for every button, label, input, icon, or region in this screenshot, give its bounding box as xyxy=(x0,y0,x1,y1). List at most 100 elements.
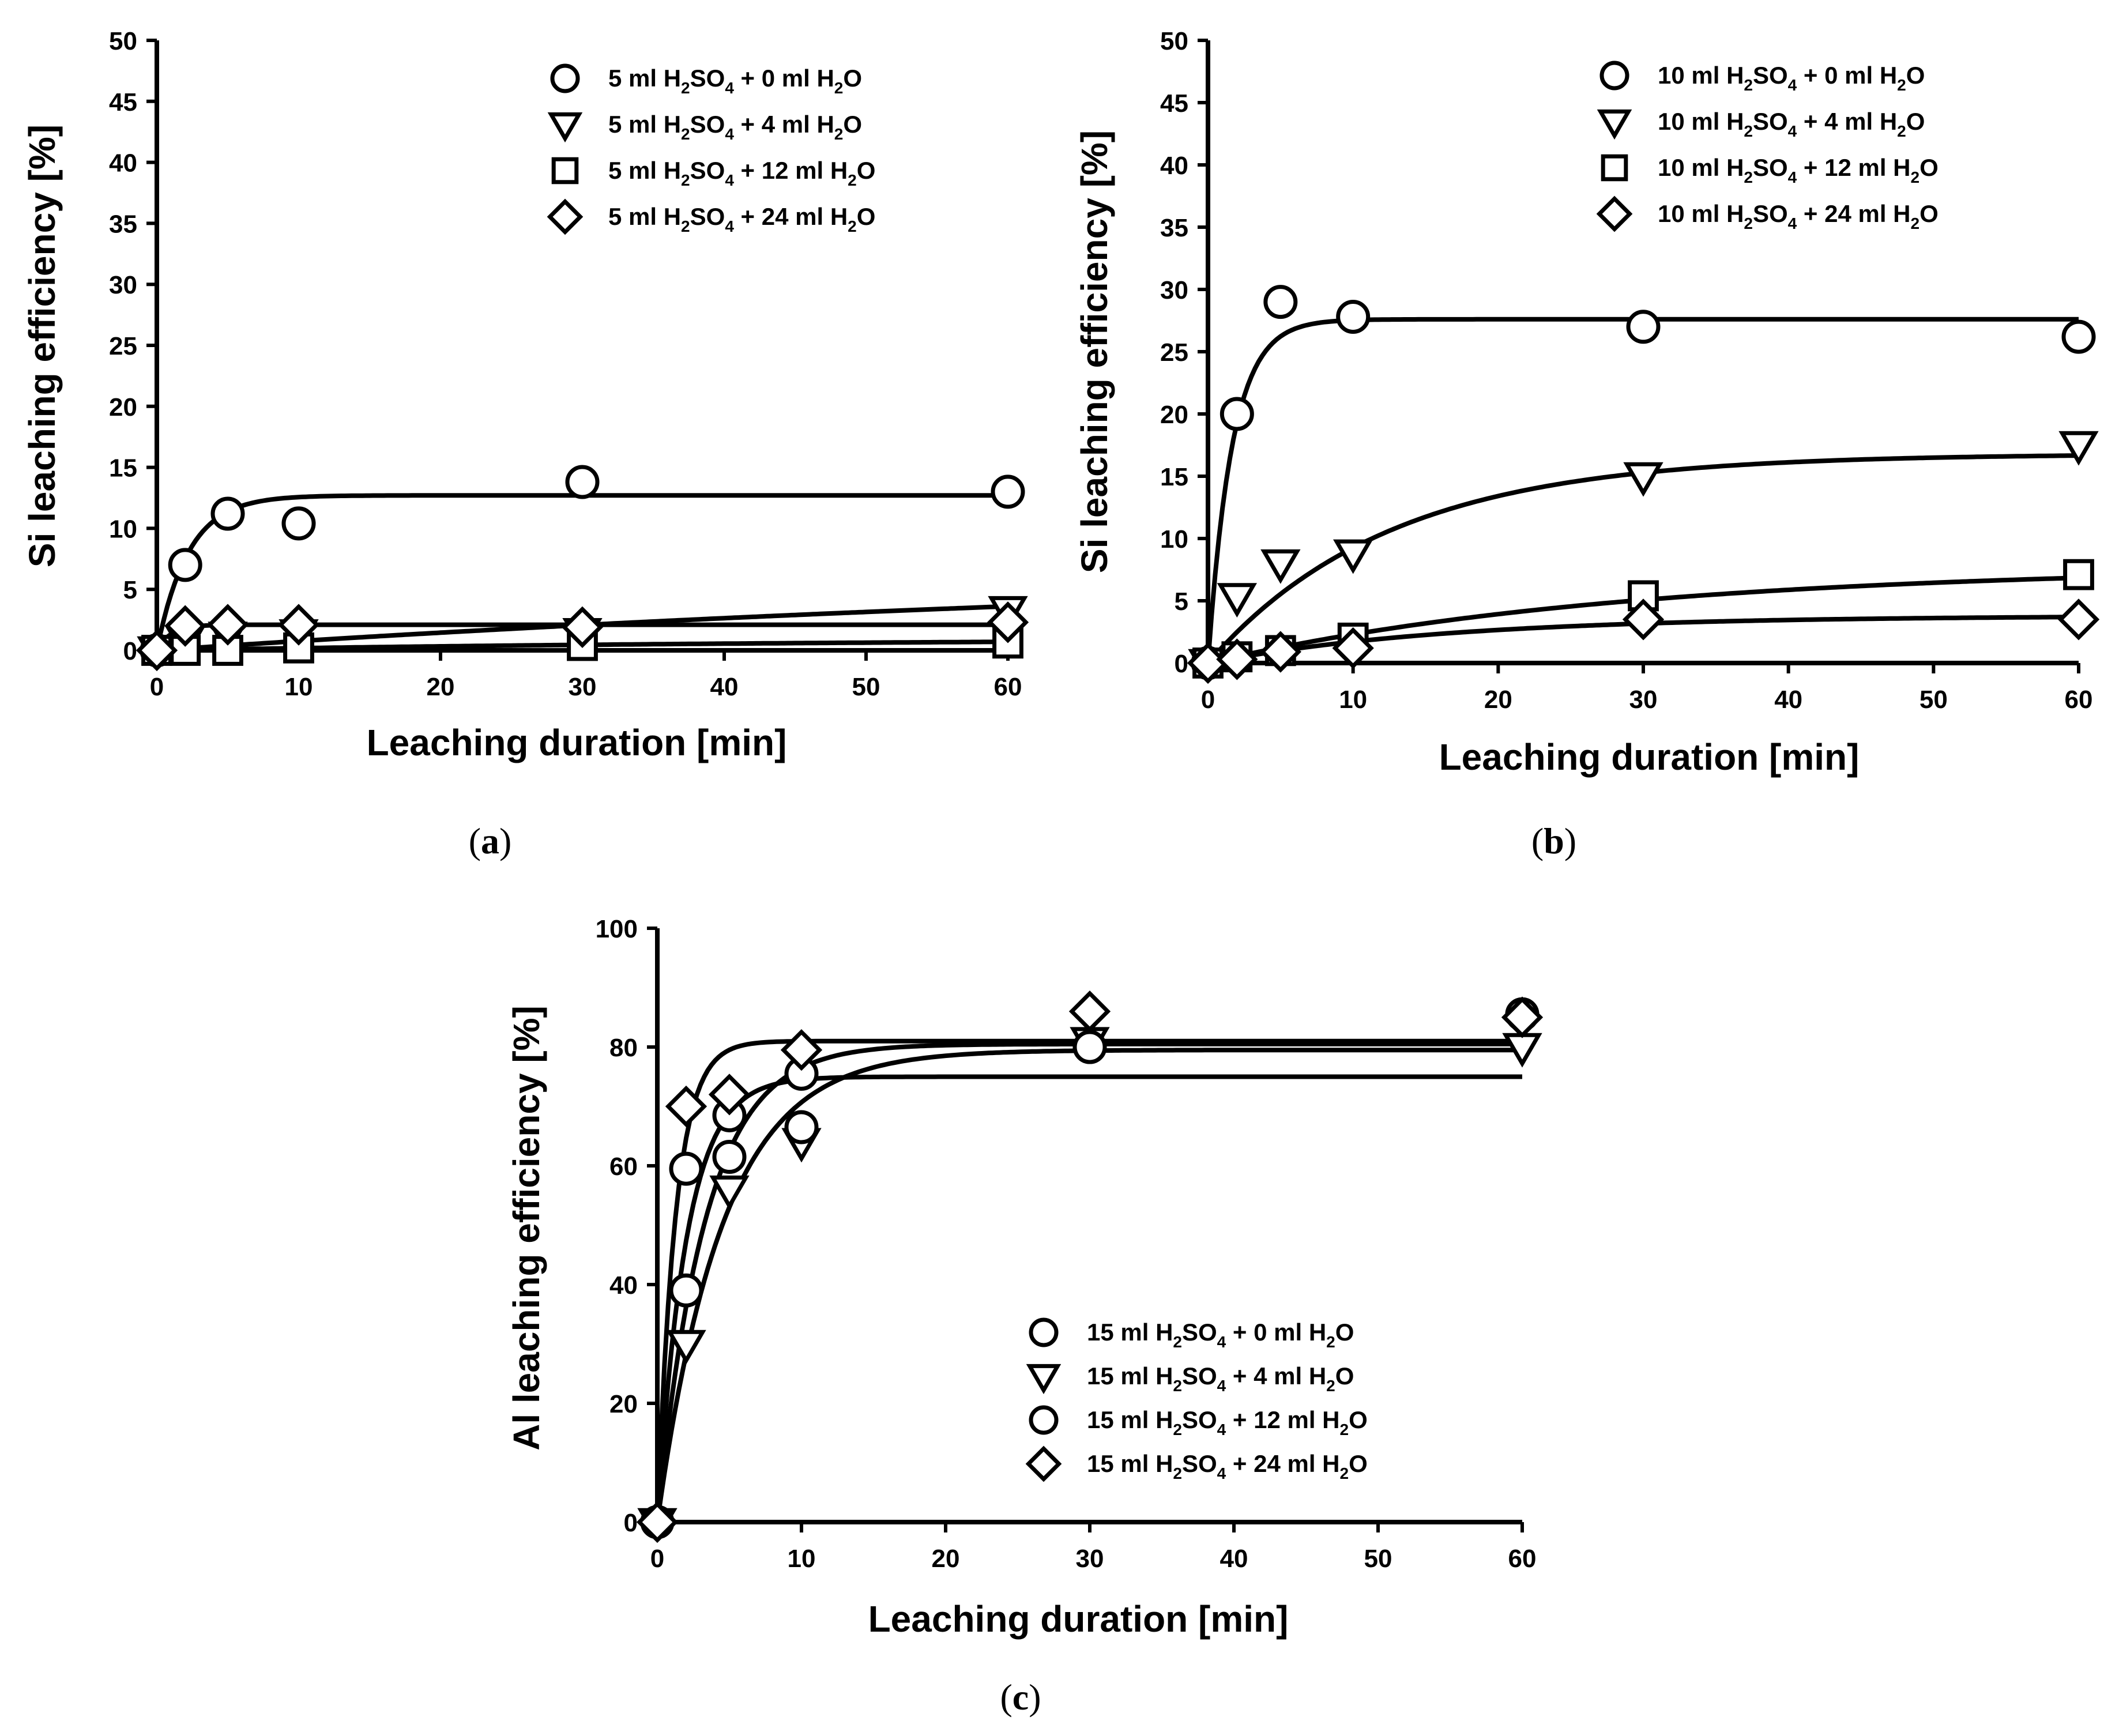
data-point-series-4 xyxy=(708,1074,751,1116)
data-point-series-4 xyxy=(665,1085,707,1128)
data-point-series-1 xyxy=(168,548,202,582)
y-tick-label: 45 xyxy=(109,88,137,116)
y-tick-label: 60 xyxy=(609,1153,638,1181)
y-tick-label: 40 xyxy=(1160,152,1188,180)
data-point-series-4 xyxy=(636,1501,679,1543)
legend-label-3: 10 ml H2SO4 + 12 ml H2O xyxy=(1658,154,1939,186)
x-tick-label: 50 xyxy=(852,673,880,701)
y-tick-label: 30 xyxy=(1160,276,1188,304)
y-tick-label: 35 xyxy=(109,210,137,238)
y-tick-label: 0 xyxy=(624,1509,638,1537)
data-point-series-2 xyxy=(1623,462,1663,497)
y-tick-label: 0 xyxy=(123,637,137,665)
legend-marker-1 xyxy=(550,63,580,93)
panel-label: (b) xyxy=(1531,820,1576,861)
data-point-series-1 xyxy=(991,475,1025,509)
y-tick-label: 15 xyxy=(109,454,137,483)
data-point-series-4 xyxy=(1259,631,1301,673)
data-point-series-4 xyxy=(164,605,206,647)
x-tick-label: 60 xyxy=(2065,686,2093,714)
legend-label-2: 10 ml H2SO4 + 4 ml H2O xyxy=(1658,108,1925,140)
x-tick-label: 60 xyxy=(1508,1545,1537,1573)
data-point-series-4 xyxy=(561,606,604,648)
y-tick-label: 40 xyxy=(109,149,137,178)
x-axis-label: Leaching duration [min] xyxy=(868,1598,1289,1640)
x-tick-label: 10 xyxy=(285,673,313,701)
x-tick-label: 10 xyxy=(1339,686,1367,714)
data-point-series-1 xyxy=(1626,310,1661,344)
legend-marker-3 xyxy=(1601,154,1628,182)
data-point-series-1 xyxy=(1263,285,1298,319)
data-point-series-3 xyxy=(1628,580,1659,612)
data-point-series-1 xyxy=(281,506,316,541)
legend-marker-4 xyxy=(1025,1445,1062,1482)
y-tick-label: 35 xyxy=(1160,214,1188,242)
y-tick-label: 40 xyxy=(609,1271,638,1300)
legend-marker-3 xyxy=(1029,1405,1059,1435)
x-tick-label: 60 xyxy=(994,673,1022,701)
x-axis-label: Leaching duration [min] xyxy=(367,722,787,763)
legend-marker-4 xyxy=(1596,195,1633,232)
data-point-series-4 xyxy=(206,604,249,646)
data-point-series-1 xyxy=(1220,397,1254,431)
legend-marker-1 xyxy=(1029,1317,1059,1347)
legend-label-1: 5 ml H2SO4 + 0 ml H2O xyxy=(608,65,862,97)
data-point-series-2 xyxy=(1333,539,1373,574)
x-tick-label: 40 xyxy=(710,673,739,701)
y-tick-label: 20 xyxy=(1160,401,1188,429)
chart-panel-b: 0 10 20 30 40 50 60 0 5 10 15 20 25 30 35 40 45 50 Leachin… xyxy=(1074,27,2100,861)
x-tick-label: 20 xyxy=(932,1545,960,1573)
x-tick-label: 0 xyxy=(650,1545,664,1573)
legend-label-2: 5 ml H2SO4 + 4 ml H2O xyxy=(608,111,862,143)
legend-marker-4 xyxy=(547,198,584,235)
data-point-series-1 xyxy=(669,1151,703,1186)
y-tick-label: 45 xyxy=(1160,89,1188,118)
panel-label: (c) xyxy=(1000,1677,1041,1718)
y-tick-label: 30 xyxy=(109,271,137,299)
y-tick-label: 20 xyxy=(109,393,137,421)
data-point-series-1 xyxy=(2061,319,2096,354)
legend-label-3: 5 ml H2SO4 + 12 ml H2O xyxy=(608,157,875,189)
y-tick-label: 50 xyxy=(1160,27,1188,55)
data-point-series-2 xyxy=(2058,431,2099,466)
y-tick-label: 100 xyxy=(596,915,638,943)
x-tick-label: 20 xyxy=(427,673,455,701)
data-point-series-4 xyxy=(780,1029,823,1071)
x-tick-label: 10 xyxy=(788,1545,816,1573)
data-point-series-3 xyxy=(1072,1030,1107,1064)
data-point-series-3 xyxy=(669,1273,703,1308)
data-point-series-1 xyxy=(1336,300,1371,334)
data-point-series-4 xyxy=(2057,598,2100,641)
legend-label-4: 5 ml H2SO4 + 24 ml H2O xyxy=(608,203,875,235)
data-point-series-4 xyxy=(1332,627,1374,669)
x-tick-label: 40 xyxy=(1774,686,1802,714)
legend-marker-1 xyxy=(1599,61,1629,91)
data-point-series-2 xyxy=(666,1330,706,1365)
x-tick-label: 0 xyxy=(150,673,164,701)
y-tick-label: 0 xyxy=(1175,650,1188,678)
y-axis-label: Si leaching efficiency [%] xyxy=(1074,130,1115,573)
data-point-series-3 xyxy=(283,632,314,664)
y-axis-label: Al leaching efficiency [%] xyxy=(506,1006,547,1451)
data-point-series-3 xyxy=(784,1110,819,1144)
legend-marker-3 xyxy=(551,157,579,184)
y-tick-label: 25 xyxy=(109,332,137,360)
legend-label-1: 15 ml H2SO4 + 0 ml H2O xyxy=(1087,1319,1354,1351)
data-point-series-3 xyxy=(712,1140,747,1174)
data-point-series-4 xyxy=(1501,996,1544,1038)
y-tick-label: 10 xyxy=(109,515,137,543)
y-tick-label: 10 xyxy=(1160,525,1188,553)
chart-panel-c: 0 10 20 30 40 50 60 0 20 40 60 80 100 Leaching durati… xyxy=(506,915,1544,1718)
legend-label-1: 10 ml H2SO4 + 0 ml H2O xyxy=(1658,62,1925,94)
y-tick-label: 20 xyxy=(609,1390,638,1418)
x-axis-label: Leaching duration [min] xyxy=(1439,736,1860,778)
y-tick-label: 50 xyxy=(109,27,137,55)
data-point-series-4 xyxy=(987,601,1029,643)
legend-label-3: 15 ml H2SO4 + 12 ml H2O xyxy=(1087,1406,1368,1438)
x-tick-label: 20 xyxy=(1484,686,1512,714)
x-tick-label: 30 xyxy=(1629,686,1658,714)
x-tick-label: 50 xyxy=(1364,1545,1392,1573)
legend-marker-2 xyxy=(1597,109,1632,140)
y-tick-label: 5 xyxy=(123,576,137,604)
data-point-series-2 xyxy=(709,1175,750,1210)
